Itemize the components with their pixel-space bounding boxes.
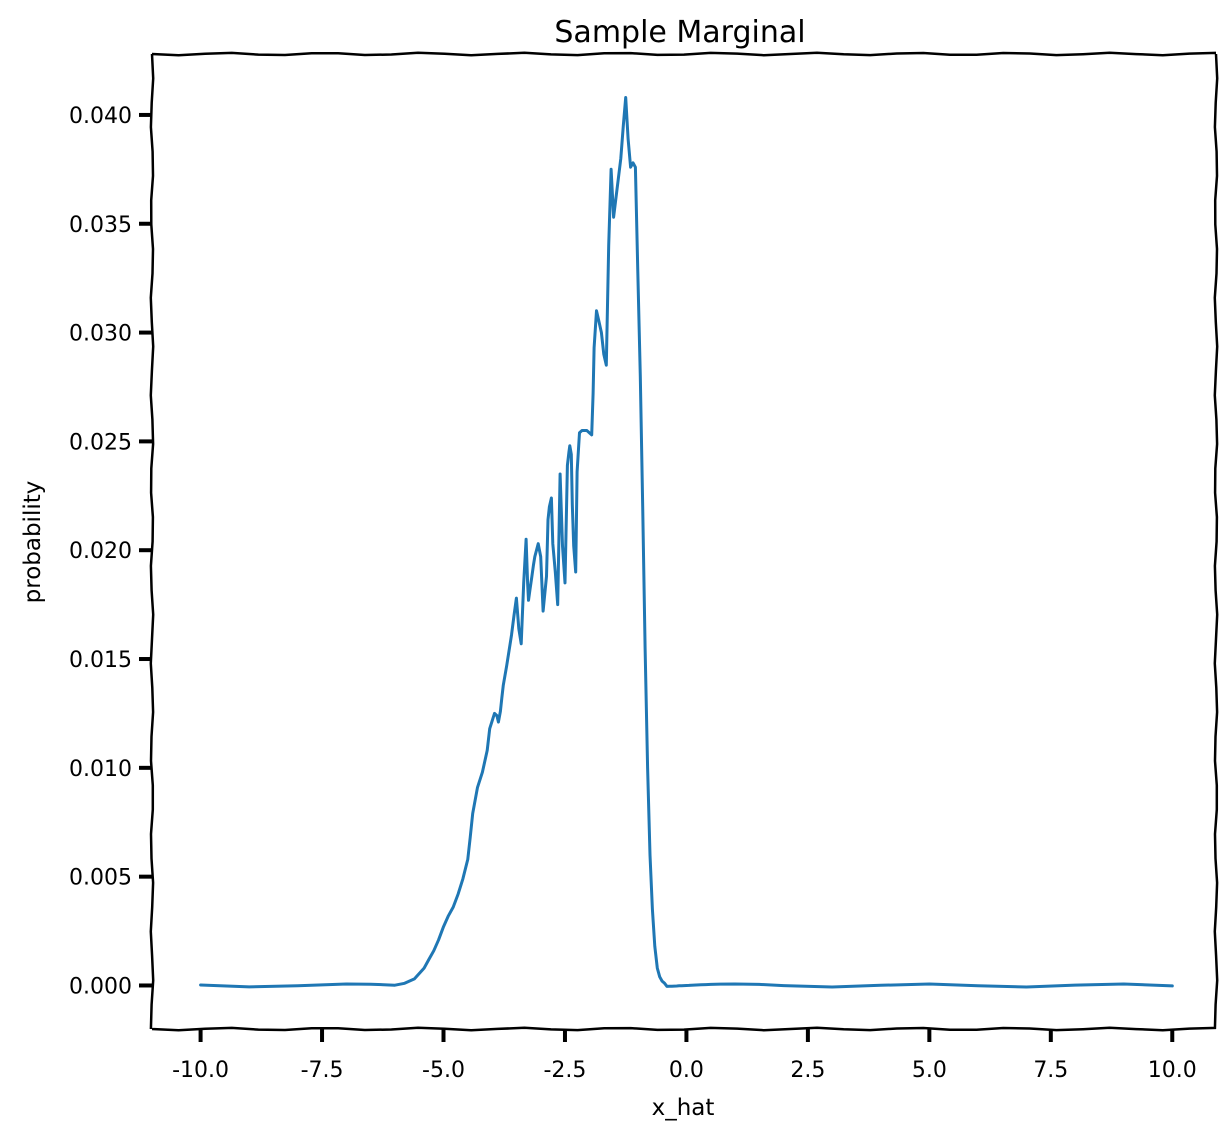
y-axis-label: probability: [20, 481, 46, 604]
x-tick-label: 10.0: [1148, 1058, 1197, 1083]
y-tick-label: 0.015: [69, 648, 132, 673]
y-tick-label: 0.025: [69, 430, 132, 455]
x-axis-ticks: -10.0 -7.5 -5.0 -2.5 0.0 2.5 5.0 7.5 10.0: [172, 1029, 1197, 1083]
x-tick-label: 2.5: [790, 1058, 825, 1083]
y-tick-label: 0.010: [69, 757, 132, 782]
x-tick-label: 0.0: [669, 1058, 704, 1083]
x-axis-label: x_hat: [652, 1095, 715, 1121]
y-axis-ticks: 0.000 0.005 0.010 0.015 0.020 0.025 0.030 0.035…: [69, 104, 152, 999]
y-tick-label: 0.030: [69, 322, 132, 347]
x-tick-label: 5.0: [912, 1058, 947, 1083]
x-tick-label: -7.5: [301, 1058, 344, 1083]
x-tick-label: 7.5: [1033, 1058, 1068, 1083]
x-tick-label: -2.5: [543, 1058, 586, 1083]
y-tick-label: 0.005: [69, 866, 132, 891]
chart-title: Sample Marginal: [554, 15, 805, 50]
x-tick-label: -5.0: [422, 1058, 465, 1083]
y-tick-label: 0.000: [69, 974, 132, 999]
y-tick-label: 0.040: [69, 104, 132, 129]
y-tick-label: 0.035: [69, 213, 132, 238]
y-tick-label: 0.020: [69, 539, 132, 564]
plot-frame: [149, 51, 1219, 1032]
x-tick-label: -10.0: [172, 1058, 229, 1083]
series-line: [199, 96, 1174, 989]
